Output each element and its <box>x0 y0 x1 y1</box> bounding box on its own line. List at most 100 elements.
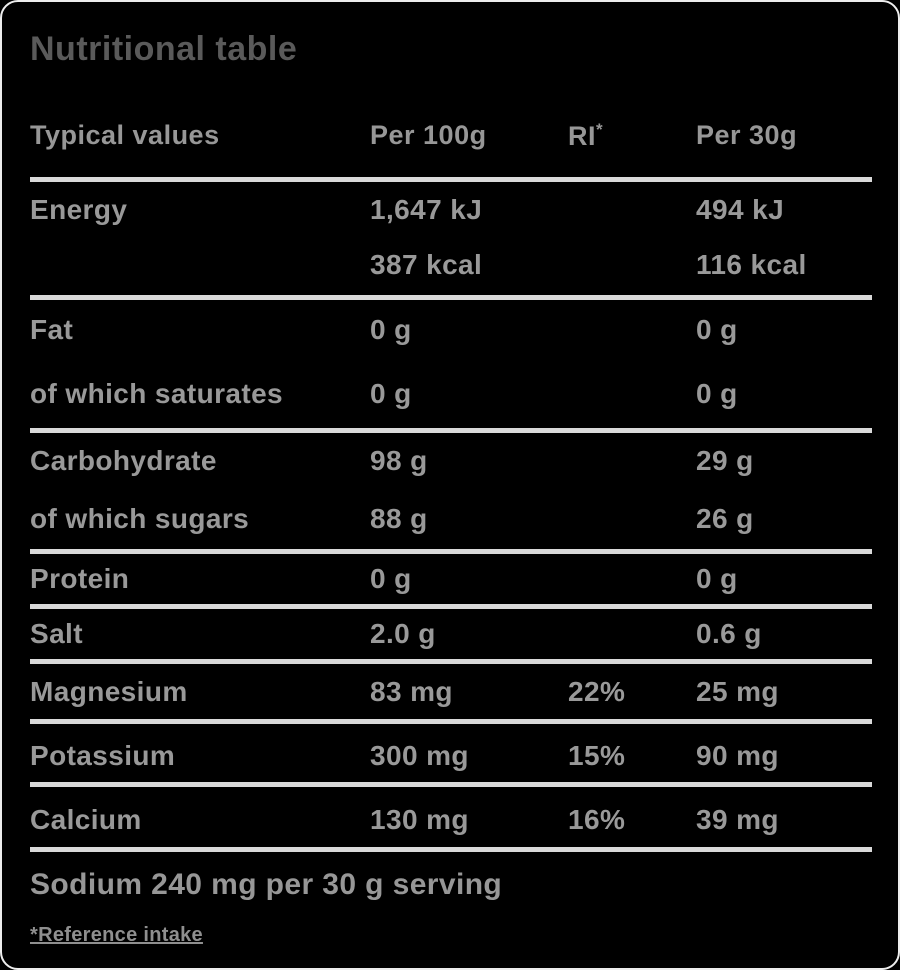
table-row: Potassium 300 mg 15% 90 mg <box>30 724 872 782</box>
divider <box>30 177 872 182</box>
value-per-100g-line2: 387 kcal <box>370 249 483 280</box>
row-label: Magnesium <box>30 676 188 707</box>
table-body: Energy 1,647 kJ 387 kcal 494 kJ 116 kcal F… <box>30 182 872 852</box>
value-per-100g-cell: 98 g <box>370 445 568 491</box>
row-label-cell: Fat <box>30 314 370 364</box>
value-per-30g-cell: 39 mg <box>696 804 872 847</box>
value-per-30g-cell: 25 mg <box>696 676 872 719</box>
value-ri-percent-cell: 16% <box>568 804 696 847</box>
header-per-30g: Per 30g <box>696 120 798 150</box>
value-per-100g-cell: 0 g <box>370 314 568 364</box>
table-row: of which saturates 0 g 0 g <box>30 364 872 428</box>
value-per-100g: 98 g <box>370 445 428 476</box>
row-label-cell: Energy <box>30 194 370 295</box>
table-row: Calcium 130 mg 16% 39 mg <box>30 787 872 847</box>
value-per-30g-cell: 26 g <box>696 503 872 549</box>
value-per-100g: 300 mg <box>370 740 469 771</box>
row-label-cell: Magnesium <box>30 676 370 719</box>
value-ri-percent: 22% <box>568 676 626 707</box>
value-per-30g: 39 mg <box>696 804 779 835</box>
value-ri-percent-cell: 22% <box>568 676 696 719</box>
page-title: Nutritional table <box>30 30 298 68</box>
table-row: Salt 2.0 g 0.6 g <box>30 609 872 659</box>
value-per-30g: 0.6 g <box>696 618 762 649</box>
value-per-100g: 0 g <box>370 563 412 594</box>
value-per-100g-cell: 1,647 kJ 387 kcal <box>370 194 568 295</box>
value-per-100g-cell: 130 mg <box>370 804 568 847</box>
value-ri-percent-cell: 15% <box>568 740 696 782</box>
row-label: Carbohydrate <box>30 445 217 476</box>
divider <box>30 428 872 433</box>
value-per-100g: 83 mg <box>370 676 453 707</box>
value-per-100g-cell: 83 mg <box>370 676 568 719</box>
value-per-30g-line2: 116 kcal <box>696 249 807 280</box>
value-per-30g-cell: 0 g <box>696 378 872 428</box>
divider <box>30 549 872 554</box>
value-per-30g-cell: 0 g <box>696 314 872 364</box>
row-label: of which sugars <box>30 503 250 534</box>
divider <box>30 782 872 787</box>
value-per-100g: 1,647 kJ <box>370 194 483 225</box>
row-label: Salt <box>30 618 83 649</box>
value-ri-percent: 15% <box>568 740 626 771</box>
row-label: Calcium <box>30 804 142 835</box>
table-row: Magnesium 83 mg 22% 25 mg <box>30 664 872 719</box>
row-label-cell: of which sugars <box>30 503 370 549</box>
value-ri-percent-cell <box>568 618 696 659</box>
row-label-cell: Potassium <box>30 740 370 782</box>
row-label-cell: Calcium <box>30 804 370 847</box>
value-ri-percent-cell <box>568 503 696 549</box>
value-per-30g: 494 kJ <box>696 194 785 225</box>
value-per-30g: 0 g <box>696 563 738 594</box>
value-per-100g-cell: 0 g <box>370 378 568 428</box>
value-per-100g-cell: 2.0 g <box>370 618 568 659</box>
value-per-30g: 26 g <box>696 503 754 534</box>
row-label-cell: Protein <box>30 563 370 604</box>
header-ri-label: RI <box>568 121 596 151</box>
value-per-100g: 130 mg <box>370 804 469 835</box>
value-per-100g: 2.0 g <box>370 618 436 649</box>
value-per-30g: 0 g <box>696 378 738 409</box>
value-per-30g: 25 mg <box>696 676 779 707</box>
divider <box>30 719 872 724</box>
value-per-100g: 0 g <box>370 378 412 409</box>
value-per-100g-cell: 0 g <box>370 563 568 604</box>
divider <box>30 659 872 664</box>
value-per-30g-cell: 494 kJ 116 kcal <box>696 194 872 295</box>
header-typical-values: Typical values <box>30 120 220 150</box>
table-header-row: Typical values Per 100g RI* Per 30g <box>30 120 872 177</box>
row-label: of which saturates <box>30 378 284 409</box>
value-ri-percent-cell <box>568 194 696 295</box>
row-label: Fat <box>30 314 74 345</box>
table-row: Protein 0 g 0 g <box>30 554 872 604</box>
value-per-100g: 0 g <box>370 314 412 345</box>
reference-intake-footnote-link[interactable]: *Reference intake <box>30 924 203 946</box>
divider <box>30 604 872 609</box>
table-row: Carbohydrate 98 g 29 g <box>30 433 872 491</box>
row-label: Potassium <box>30 740 176 771</box>
row-label: Energy <box>30 194 128 225</box>
value-per-30g: 90 mg <box>696 740 779 771</box>
divider <box>30 847 872 852</box>
value-per-30g: 29 g <box>696 445 754 476</box>
value-ri-percent-cell <box>568 314 696 364</box>
value-per-30g-cell: 0 g <box>696 563 872 604</box>
value-ri-percent-cell <box>568 445 696 491</box>
value-ri-percent-cell <box>568 563 696 604</box>
value-ri-percent-cell <box>568 378 696 428</box>
table-row: Fat 0 g 0 g <box>30 300 872 364</box>
sodium-note: Sodium 240 mg per 30 g serving <box>30 868 503 901</box>
value-per-100g: 88 g <box>370 503 428 534</box>
row-label-cell: Carbohydrate <box>30 445 370 491</box>
value-per-100g-cell: 88 g <box>370 503 568 549</box>
value-per-30g-cell: 90 mg <box>696 740 872 782</box>
row-label-cell: Salt <box>30 618 370 659</box>
divider <box>30 295 872 300</box>
table-row: of which sugars 88 g 26 g <box>30 491 872 549</box>
row-label: Protein <box>30 563 130 594</box>
row-label-cell: of which saturates <box>30 378 370 428</box>
value-per-30g-cell: 29 g <box>696 445 872 491</box>
value-ri-percent: 16% <box>568 804 626 835</box>
header-ri-asterisk: * <box>596 120 604 139</box>
